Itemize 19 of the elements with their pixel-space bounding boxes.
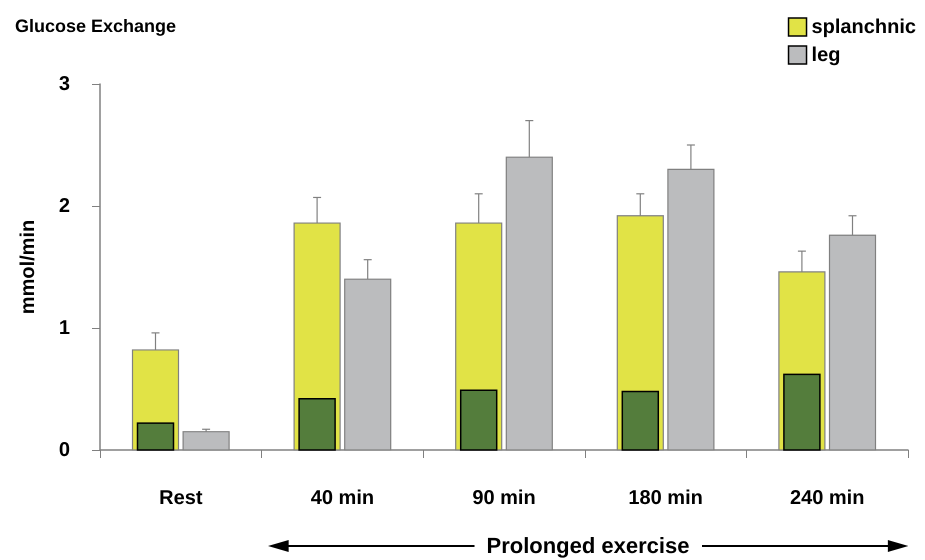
bar: [622, 390, 660, 451]
bar: [460, 389, 498, 451]
legend-label: leg: [812, 44, 840, 66]
x-tick-label: 40 min: [310, 487, 374, 509]
x-tick-label: 180 min: [628, 487, 703, 509]
legend-label: splanchnic: [812, 16, 916, 38]
y-tick-label: 2: [58, 195, 70, 217]
x-tick-label: 90 min: [472, 487, 536, 509]
x-tick-label: Rest: [159, 487, 203, 509]
text: Prolonged exercise: [486, 533, 690, 559]
chart-title: Glucose Exchange: [15, 16, 176, 36]
bar: [136, 422, 174, 451]
y-tick-label: 3: [58, 73, 70, 95]
y-tick-label: 0: [58, 439, 70, 461]
y-axis-title: mmol/min: [17, 220, 39, 314]
x-tick-label: 240 min: [790, 487, 864, 509]
y-tick-label: 1: [58, 317, 70, 339]
bar: [783, 374, 821, 451]
bar: [298, 398, 336, 451]
